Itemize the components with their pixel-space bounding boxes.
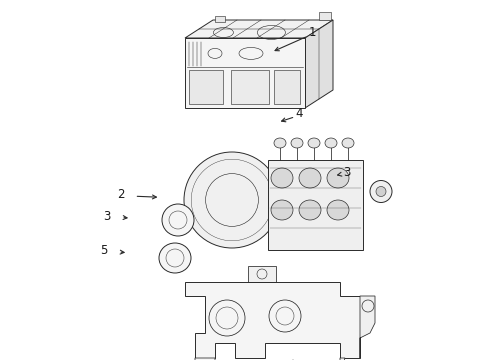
Bar	[318, 12, 330, 20]
Ellipse shape	[375, 186, 385, 197]
Polygon shape	[184, 20, 332, 38]
Ellipse shape	[326, 200, 348, 220]
Ellipse shape	[307, 138, 319, 148]
Ellipse shape	[341, 138, 353, 148]
Text: 1: 1	[307, 26, 315, 39]
Bar	[247, 266, 275, 282]
Bar	[273, 70, 300, 104]
Polygon shape	[359, 296, 374, 358]
Polygon shape	[195, 358, 345, 360]
Bar	[184, 38, 305, 108]
Ellipse shape	[162, 204, 194, 236]
Polygon shape	[305, 20, 332, 108]
Ellipse shape	[183, 152, 280, 248]
Ellipse shape	[298, 200, 320, 220]
Bar	[189, 70, 222, 104]
Ellipse shape	[325, 138, 336, 148]
Text: 4: 4	[295, 107, 303, 120]
Text: 5: 5	[100, 244, 107, 257]
Polygon shape	[184, 282, 359, 358]
Ellipse shape	[270, 168, 292, 188]
Ellipse shape	[270, 200, 292, 220]
Text: 2: 2	[117, 188, 125, 201]
Ellipse shape	[298, 168, 320, 188]
Ellipse shape	[290, 138, 303, 148]
Ellipse shape	[369, 180, 391, 202]
Bar	[267, 160, 362, 250]
Bar	[230, 70, 268, 104]
Ellipse shape	[273, 138, 285, 148]
Ellipse shape	[326, 168, 348, 188]
Text: 3: 3	[102, 210, 110, 222]
Text: 3: 3	[343, 166, 350, 179]
Bar	[215, 16, 224, 22]
Ellipse shape	[159, 243, 191, 273]
